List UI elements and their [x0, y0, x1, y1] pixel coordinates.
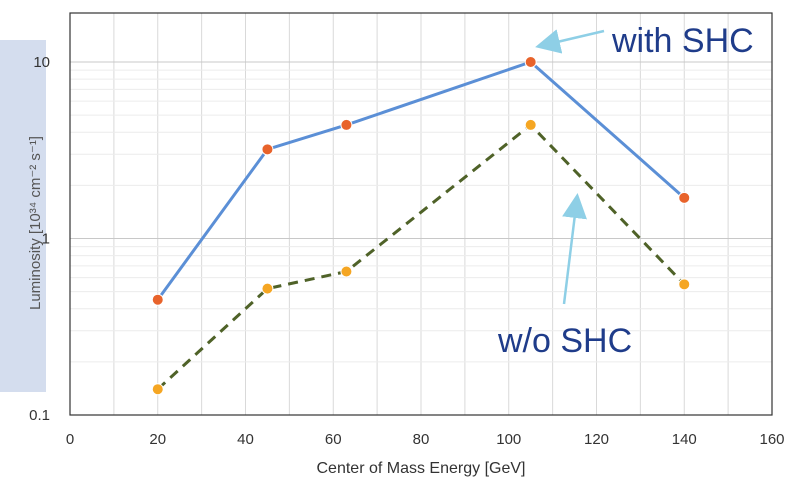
series-2-point — [524, 118, 537, 131]
series-1-point — [261, 143, 274, 156]
gridlines — [70, 13, 772, 415]
x-tick-label: 120 — [584, 431, 609, 448]
series-2-point — [151, 383, 164, 396]
plot-frame — [69, 12, 773, 416]
y-axis-title-text: Luminosity [10³⁴ cm⁻² s⁻¹] — [27, 136, 44, 310]
y-tick-label: 10 — [33, 54, 50, 71]
series-1-point — [524, 56, 537, 68]
series-2-point — [261, 282, 274, 295]
x-tick-label: 160 — [759, 431, 784, 448]
x-tick-labels: 0 20 40 60 80 100 120 140 160 — [66, 431, 785, 448]
x-tick-label: 100 — [496, 431, 521, 448]
annotation-wo-shc-arrow — [562, 193, 587, 305]
y-tick-labels: 0.1 1 10 — [29, 54, 50, 424]
series-1-point — [151, 293, 164, 306]
y-axis-title: Luminosity [10³⁴ cm⁻² s⁻¹] — [27, 136, 44, 310]
x-tick-label: 40 — [237, 431, 254, 448]
x-tick-label: 140 — [672, 431, 697, 448]
x-axis-label: Center of Mass Energy [GeV] — [317, 460, 526, 477]
x-tick-label: 0 — [66, 431, 74, 448]
series-1-point — [678, 191, 691, 204]
x-tick-label: 60 — [325, 431, 342, 448]
annotation-with-shc-arrow — [535, 29, 605, 54]
series-2-point — [340, 265, 353, 278]
series-2-point — [678, 278, 691, 291]
y-axis-title-box — [0, 40, 46, 392]
annotation-wo-shc: w/o SHC — [497, 322, 632, 360]
annotations-layer: with SHC w/o SHC — [497, 22, 754, 360]
y-tick-label: 0.1 — [29, 407, 50, 424]
series-layer — [151, 56, 691, 396]
annotation-with-shc: with SHC — [611, 22, 754, 60]
y-tick-label: 1 — [42, 231, 50, 248]
series-1-point — [340, 118, 353, 131]
x-tick-label: 20 — [149, 431, 166, 448]
x-tick-label: 80 — [413, 431, 430, 448]
